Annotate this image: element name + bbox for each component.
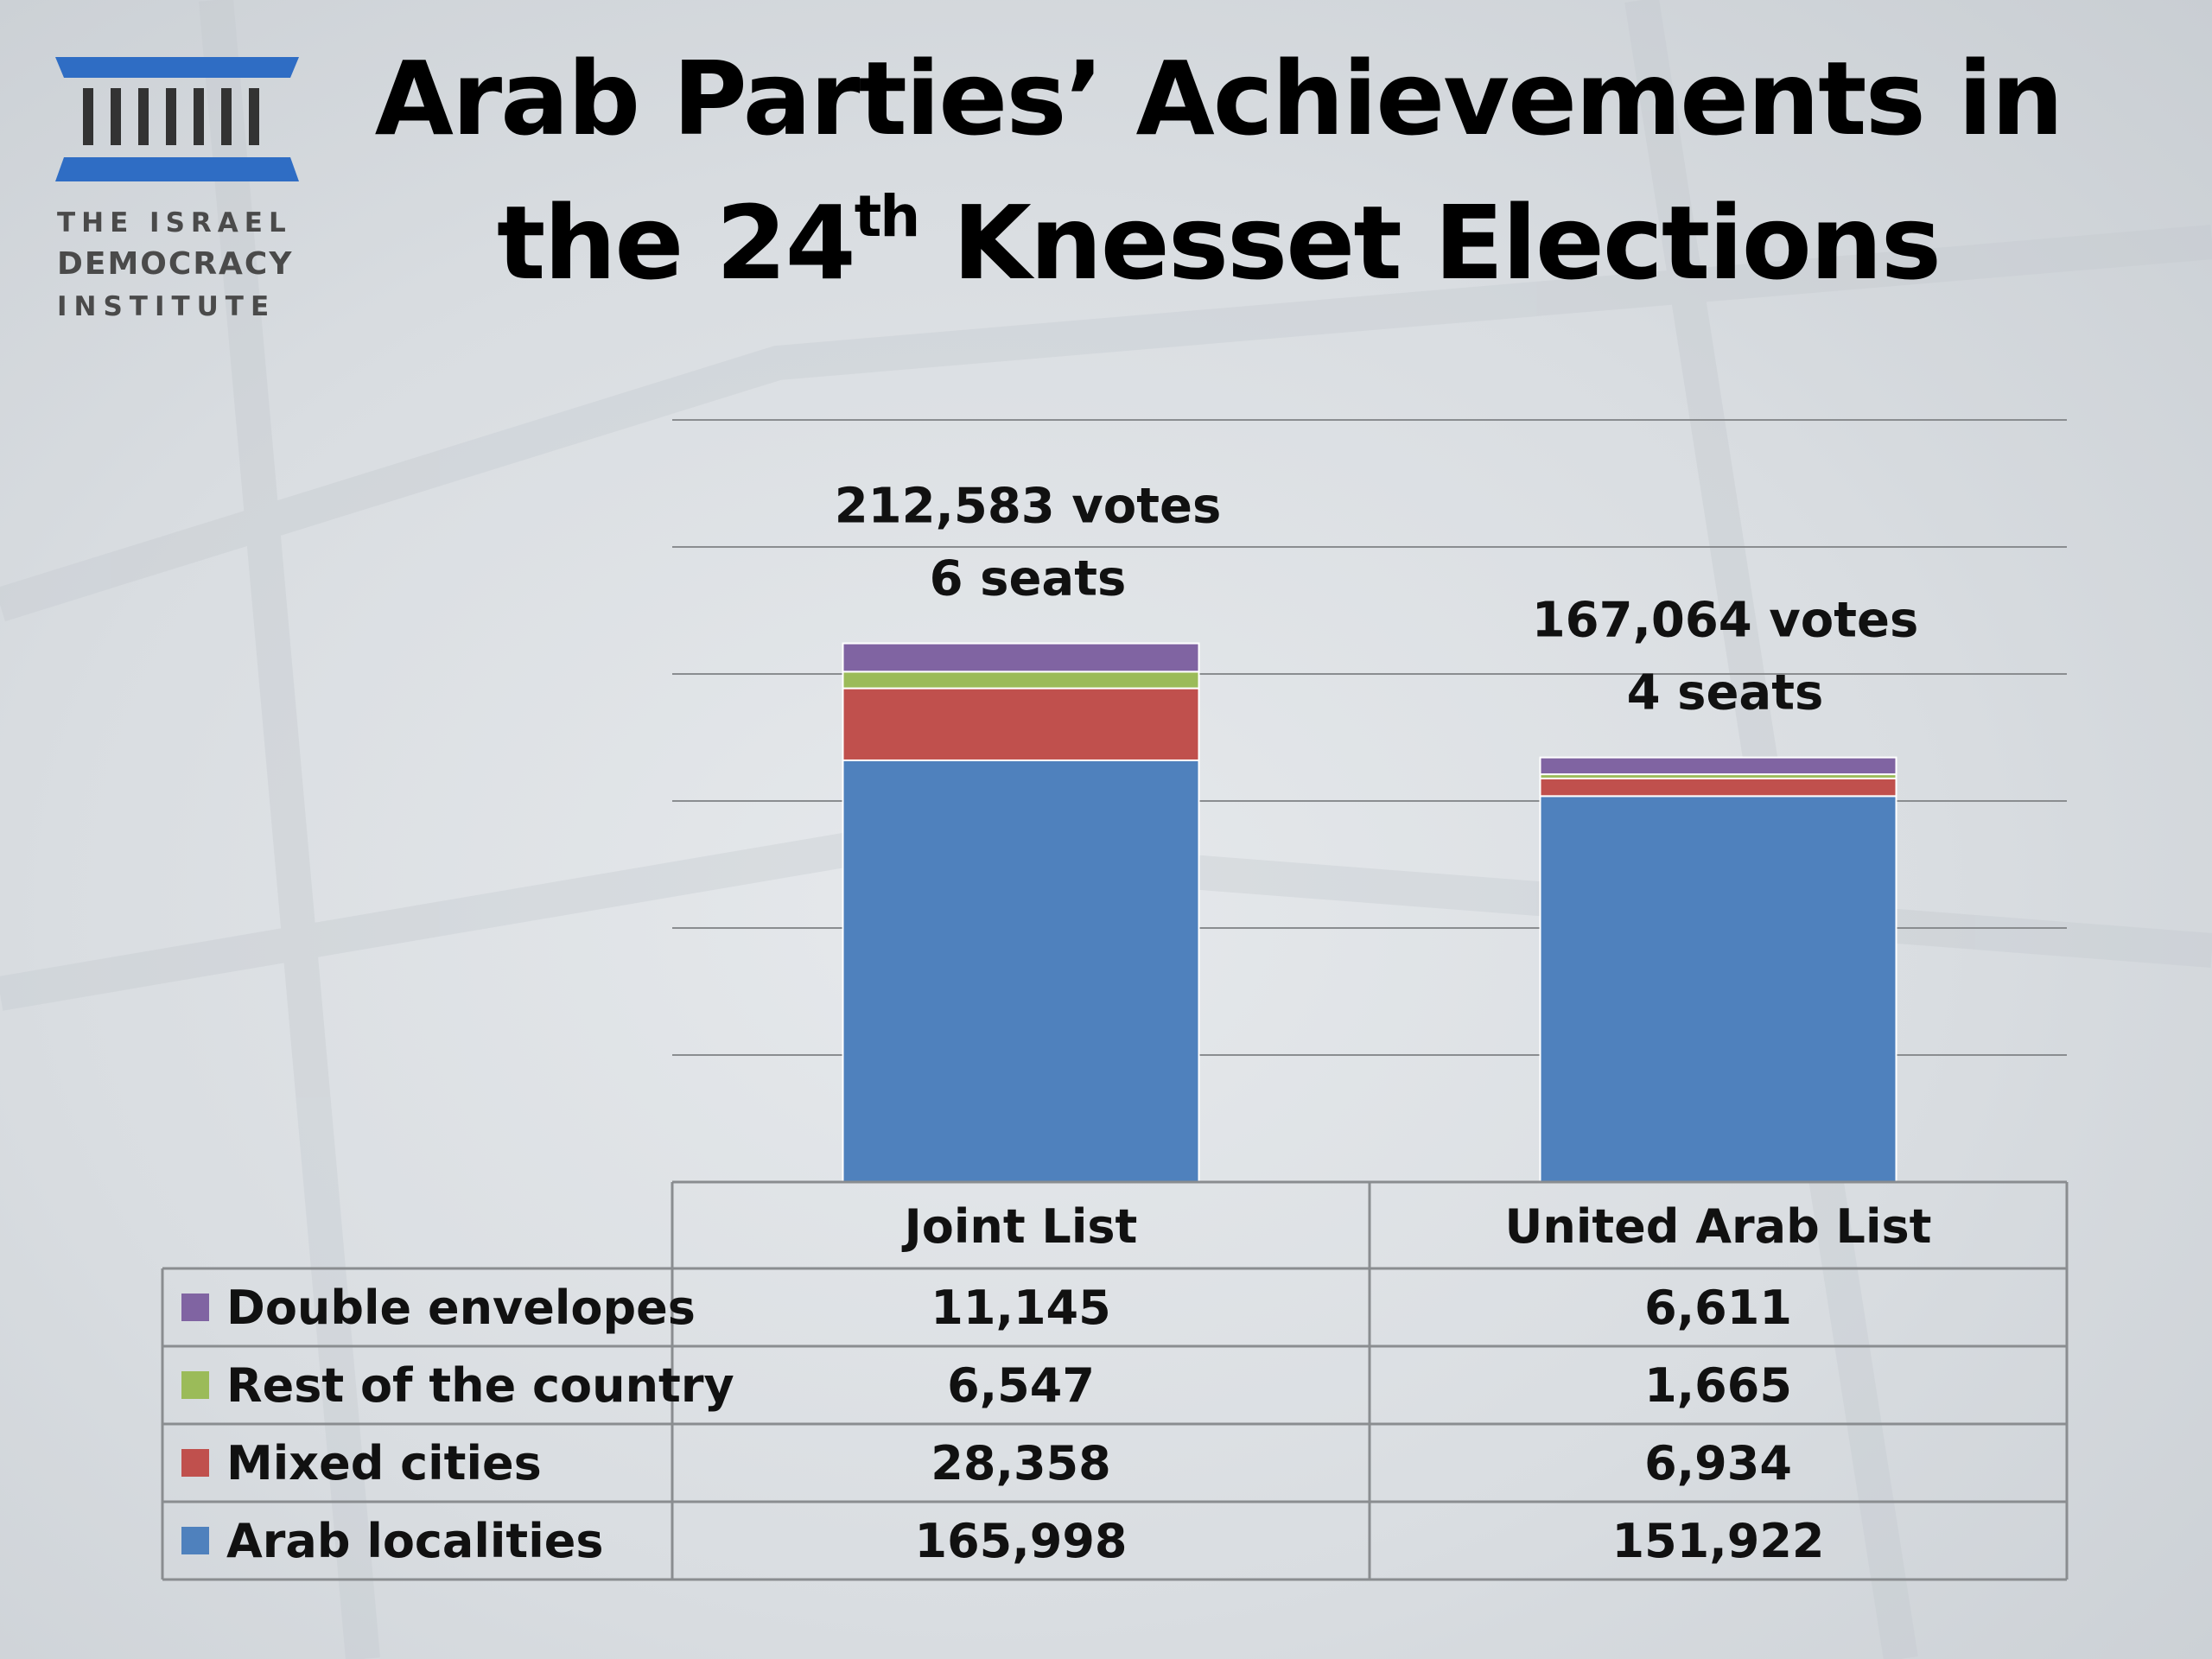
- bar-votes-label: 167,064 votes: [1532, 593, 1919, 649]
- bar-segment: [1539, 777, 1897, 798]
- org-name-line1: THE ISRAEL: [57, 207, 292, 238]
- legend-swatch: [181, 1371, 209, 1399]
- table-row-label: Double envelopes: [226, 1281, 696, 1335]
- table-cell-value: 6,934: [1644, 1436, 1792, 1491]
- table-column-header: United Arab List: [1505, 1199, 1932, 1254]
- table-cell-value: 6,611: [1644, 1281, 1792, 1335]
- table-cell-value: 1,665: [1644, 1358, 1792, 1413]
- table-row-label: Mixed cities: [226, 1436, 542, 1491]
- bar-votes-label: 212,583 votes: [835, 479, 1222, 535]
- table-cell-value: 151,922: [1612, 1514, 1825, 1568]
- table-cell-value: 11,145: [931, 1281, 1110, 1335]
- bar-seats-label: 4 seats: [1627, 665, 1824, 721]
- table-cell-value: 165,998: [915, 1514, 1128, 1568]
- pillared-building-logo: [55, 57, 299, 181]
- page-title-line1: Arab Parties’ Achievements in: [374, 39, 2064, 158]
- table-row-label: Arab localities: [226, 1514, 603, 1568]
- title-text: the 24: [496, 183, 856, 302]
- table-row-label: Rest of the country: [226, 1358, 734, 1413]
- bar-segment: [842, 642, 1200, 673]
- legend-swatch: [181, 1294, 209, 1321]
- bar-segment: [842, 671, 1200, 690]
- legend-swatch: [181, 1527, 209, 1554]
- title-superscript: th: [854, 183, 921, 250]
- table-column-header: Joint List: [901, 1199, 1138, 1254]
- title-text: Knesset Elections: [918, 183, 1942, 302]
- org-name-line3: INSTITUTE: [57, 291, 276, 322]
- page-title-line2: the 24th Knesset Elections: [363, 188, 2074, 295]
- legend-swatch: [181, 1449, 209, 1477]
- org-name-line2: DEMOCRACY: [57, 246, 294, 282]
- table-cell-value: 28,358: [931, 1436, 1110, 1491]
- bar-segment: [842, 687, 1200, 761]
- bar-segment: [842, 759, 1200, 1183]
- table-cell-value: 6,547: [947, 1358, 1095, 1413]
- bar-seats-label: 6 seats: [930, 551, 1127, 607]
- bar-segment: [1539, 795, 1897, 1183]
- bar-segment: [1539, 756, 1897, 776]
